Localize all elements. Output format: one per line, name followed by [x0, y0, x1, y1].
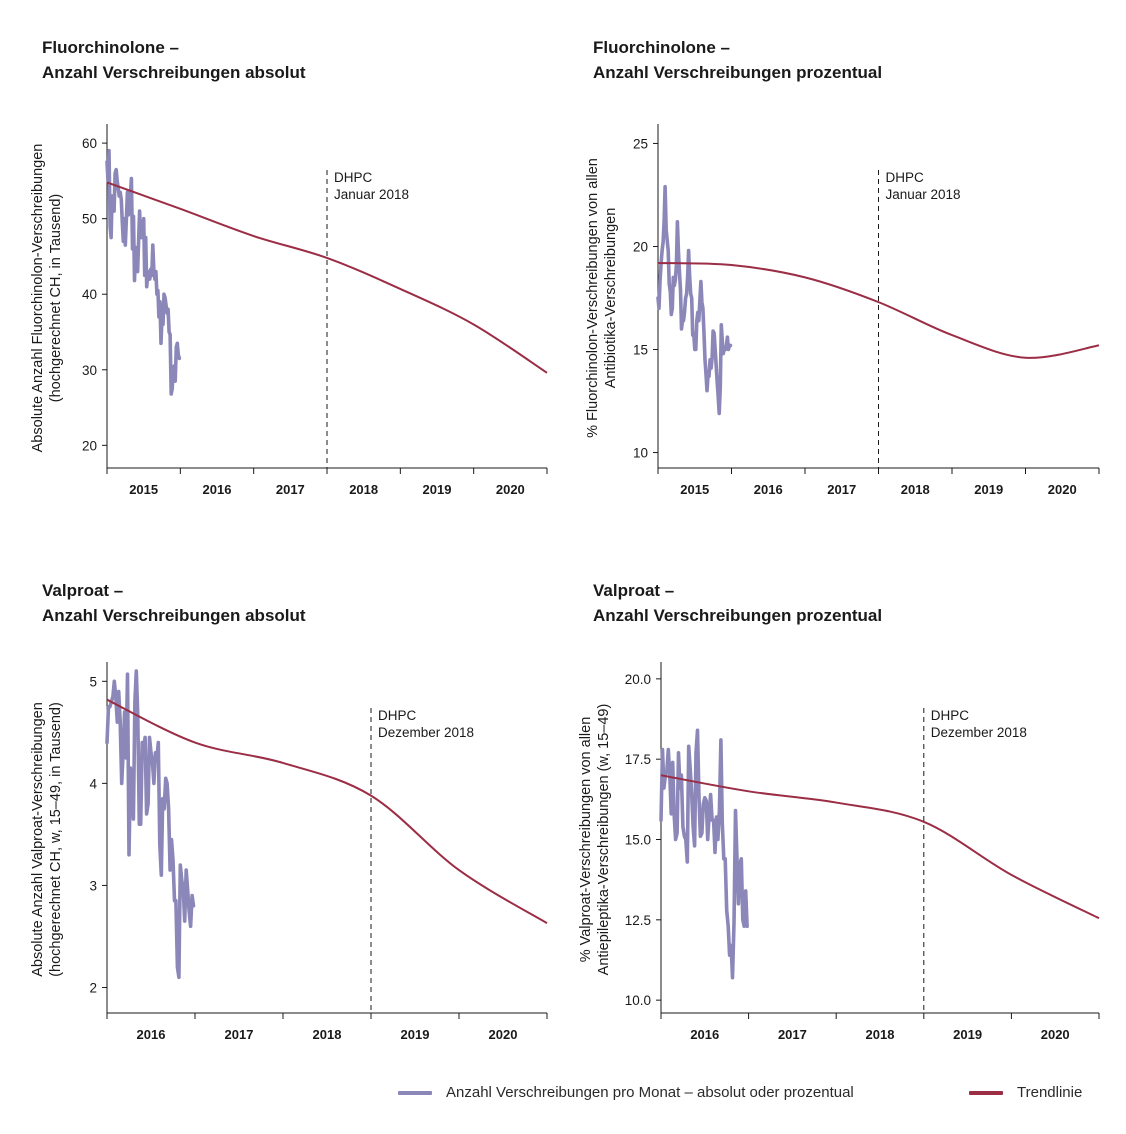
chart-title-line2: Anzahl Verschreibungen prozentual	[593, 606, 883, 625]
y-tick-label: 20	[633, 239, 648, 254]
x-tick-label: 2015	[129, 482, 158, 497]
y-tick-label: 10	[633, 446, 648, 461]
x-tick-label: 2016	[754, 482, 783, 497]
y-tick-label: 4	[89, 776, 97, 791]
trend-line	[657, 261, 1100, 359]
x-tick-label: 2017	[225, 1027, 254, 1042]
x-tick-label: 2017	[276, 482, 305, 497]
dhpc-label-line1: DHPC	[931, 708, 970, 723]
legend-label-series: Anzahl Verschreibungen pro Monat – absol…	[446, 1084, 854, 1101]
chart-title-line1: Valproat –	[593, 581, 675, 600]
chart-title-line1: Fluorchinolone –	[42, 38, 179, 57]
y-axis-label-line2: Antibiotika-Verschreibungen	[603, 208, 619, 389]
trend-line	[106, 698, 548, 925]
y-axis-label: Absolute Anzahl Valproat-Verschreibungen…	[30, 702, 64, 977]
chart-vp_abs: 2 3 4 5 2016 2017 2018 2019 2020 Absolute Anzahl …	[30, 662, 548, 1042]
x-tick-label: 2019	[423, 482, 452, 497]
chart-title: Fluorchinolone – Anzahl Verschreibungen …	[593, 35, 882, 85]
y-tick-label: 3	[89, 878, 97, 893]
x-tick-label: 2018	[313, 1027, 342, 1042]
y-tick-label: 25	[633, 136, 648, 151]
chart-title: Fluorchinolone – Anzahl Verschreibungen …	[42, 35, 306, 85]
chart-title-line2: Anzahl Verschreibungen prozentual	[593, 63, 883, 82]
x-tick-label: 2020	[489, 1027, 518, 1042]
x-tick-label: 2020	[1048, 482, 1077, 497]
y-tick-label: 15	[633, 343, 648, 358]
dhpc-label-line1: DHPC	[334, 170, 373, 185]
trend-line	[660, 774, 1100, 920]
monthly-series-line	[656, 184, 733, 416]
y-tick-label: 50	[82, 212, 97, 227]
x-tick-label: 2017	[778, 1027, 807, 1042]
y-tick-label: 40	[82, 287, 97, 302]
monthly-series-line	[105, 669, 196, 980]
x-tick-label: 2016	[203, 482, 232, 497]
chart-title-line1: Valproat –	[42, 581, 124, 600]
y-axis-label: % Valproat-Verschreibungen von allen Anti…	[578, 704, 612, 976]
chart-vp_pct: 10.0 12.5 15.0 17.5 20.0 2016 2017 2018 2019 2020…	[578, 662, 1100, 1042]
dhpc-label-line2: Dezember 2018	[378, 725, 474, 740]
x-tick-label: 2019	[953, 1027, 982, 1042]
y-tick-label: 17.5	[625, 752, 651, 767]
x-tick-label: 2017	[827, 482, 856, 497]
y-tick-label: 20	[82, 438, 97, 453]
x-tick-label: 2020	[1041, 1027, 1070, 1042]
x-tick-label: 2020	[496, 482, 525, 497]
x-tick-label: 2015	[680, 482, 709, 497]
y-tick-label: 2	[89, 980, 97, 995]
y-axis-label-line1: Absolute Anzahl Fluorchinolon-Verschreib…	[30, 144, 46, 453]
y-axis-label-line1: % Valproat-Verschreibungen von allen	[578, 717, 594, 963]
x-tick-label: 2018	[349, 482, 378, 497]
chart-title-line1: Fluorchinolone –	[593, 38, 730, 57]
dhpc-label-line2: Januar 2018	[886, 187, 961, 202]
monthly-series-line	[105, 148, 182, 396]
x-tick-label: 2016	[690, 1027, 719, 1042]
x-tick-label: 2016	[137, 1027, 166, 1042]
chart-fq_pct: 10 15 20 25 2015 2016 2017 2018 2019 2020 % Fluorc…	[585, 124, 1100, 497]
dhpc-label-line2: Dezember 2018	[931, 725, 1027, 740]
dhpc-label-line2: Januar 2018	[334, 187, 409, 202]
chart-title: Valproat – Anzahl Verschreibungen prozen…	[593, 578, 882, 628]
legend-swatch-series	[398, 1090, 432, 1095]
chart-title: Valproat – Anzahl Verschreibungen absolu…	[42, 578, 306, 628]
chart-fq_abs: 20 30 40 50 60 2015 2016 2017 2018 2019 2020 Absolu…	[30, 124, 548, 497]
x-tick-label: 2019	[401, 1027, 430, 1042]
y-tick-label: 5	[89, 674, 97, 689]
chart-title-line2: Anzahl Verschreibungen absolut	[42, 606, 306, 625]
y-tick-label: 12.5	[625, 913, 651, 928]
y-tick-label: 15.0	[625, 833, 651, 848]
chart-title-line2: Anzahl Verschreibungen absolut	[42, 63, 306, 82]
y-axis-label-line1: Absolute Anzahl Valproat-Verschreibungen	[30, 702, 46, 977]
y-axis-label-line2: (hochgerechnet CH, w, 15–49, in Tausend)	[48, 702, 64, 977]
y-tick-label: 10.0	[625, 993, 651, 1008]
x-tick-label: 2019	[974, 482, 1003, 497]
y-tick-label: 20.0	[625, 672, 651, 687]
x-tick-label: 2018	[901, 482, 930, 497]
y-tick-label: 30	[82, 363, 97, 378]
x-tick-label: 2018	[866, 1027, 895, 1042]
legend-label-trend: Trendlinie	[1017, 1084, 1083, 1101]
dhpc-label-line1: DHPC	[378, 708, 417, 723]
y-axis-label: Absolute Anzahl Fluorchinolon-Verschreib…	[30, 144, 64, 453]
y-axis-label-line2: Antiepileptika-Verschreibungen (w, 15–49…	[596, 704, 612, 976]
legend-item-series: Anzahl Verschreibungen pro Monat – absol…	[398, 1084, 854, 1101]
y-axis-label-line1: % Fluorchinolon-Verschreibungen von alle…	[585, 158, 601, 438]
trend-line	[106, 181, 548, 374]
y-axis-label: % Fluorchinolon-Verschreibungen von alle…	[585, 158, 619, 438]
legend: Anzahl Verschreibungen pro Monat – absol…	[0, 1080, 1126, 1110]
monthly-series-line	[659, 728, 749, 980]
y-tick-label: 60	[82, 136, 97, 151]
legend-item-trend: Trendlinie	[969, 1084, 1082, 1101]
y-axis-label-line2: (hochgerechnet CH, in Tausend)	[48, 194, 64, 403]
legend-swatch-trend	[969, 1090, 1003, 1095]
dhpc-label-line1: DHPC	[886, 170, 925, 185]
